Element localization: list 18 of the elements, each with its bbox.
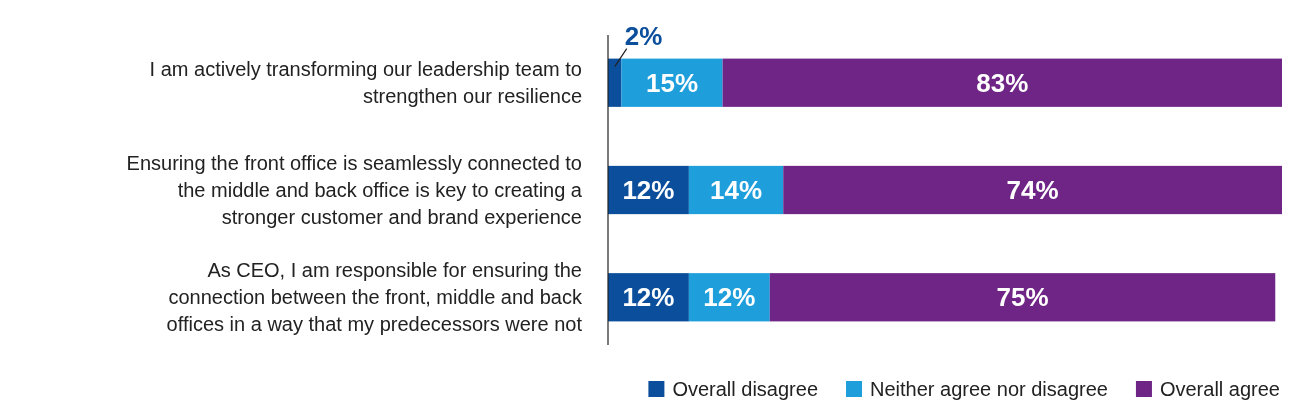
data-label: 12% — [622, 175, 675, 206]
y-tick-label: As CEO, I am responsible for ensuring the connection between the front, middle and back offices in a way that my predecessors were not — [166, 259, 583, 336]
data-label: 15% — [646, 67, 699, 98]
legend-label: Overall disagree — [672, 378, 819, 400]
y-tick-label: I am actively transforming our leadership team to strengthen our resilience — [149, 58, 582, 108]
bar — [769, 273, 1276, 322]
bar — [722, 58, 1282, 107]
data-label: 14% — [710, 175, 763, 206]
data-label: 74% — [1006, 175, 1059, 206]
y-tick-label: Ensuring the front office is seamlessly connected to the middle and back office is key to creating a stronger customer and brand experience — [126, 152, 583, 228]
data-label: 2% — [624, 20, 663, 51]
data-label: 83% — [976, 67, 1029, 98]
bar — [783, 165, 1282, 215]
data-label: 12% — [622, 282, 675, 313]
data-label: 75% — [996, 282, 1049, 313]
legend-label: Overall agree — [1159, 378, 1280, 400]
legend-label: Neither agree nor disagree — [870, 378, 1108, 400]
data-label: 12% — [703, 282, 756, 313]
